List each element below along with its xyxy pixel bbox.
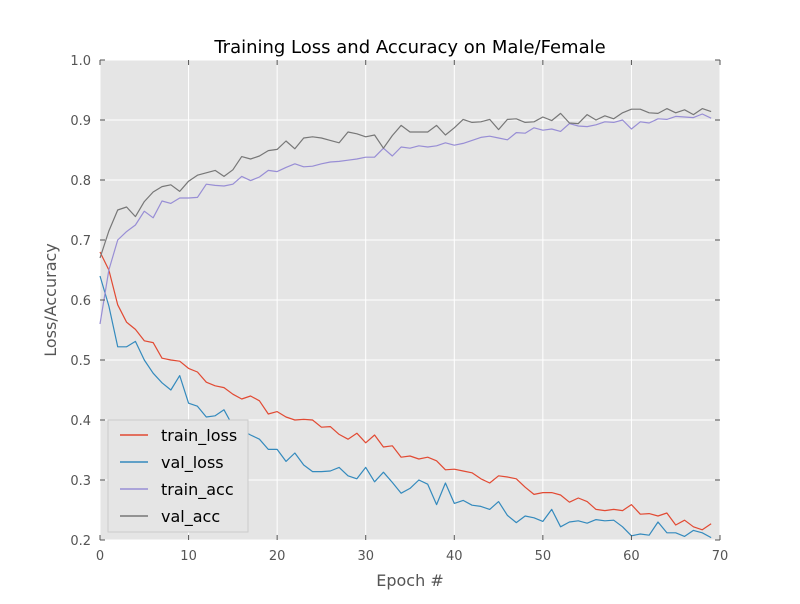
y-tick-label: 0.7 [70,234,91,249]
y-tick-label: 0.8 [70,174,91,189]
series-line-val-loss [99,275,712,539]
series-line-train-acc [99,113,712,325]
x-tick-label: 10 [180,549,197,564]
x-tick-label: 0 [96,549,104,564]
chart-title: Training Loss and Accuracy on Male/Femal… [213,37,605,58]
x-tick-label: 50 [535,549,552,564]
series-layer [99,107,712,539]
legend-label-train-acc: train_acc [161,480,234,500]
x-axis-label: Epoch # [376,571,443,590]
x-tick-label: 30 [357,549,374,564]
y-tick-label: 0.6 [70,294,91,309]
x-tick-label: 60 [623,549,640,564]
y-tick-label: 0.2 [70,534,91,549]
y-tick-label: 0.3 [70,474,91,489]
legend: train_loss val_loss train_acc val_acc [107,419,249,533]
tick-layer: 0.2 0.3 0.4 0.5 0.6 0.7 0.8 0.9 1.0 0 10 20 30 40 50 60… [70,54,728,564]
y-tick-label: 1.0 [70,54,91,69]
series-line-val-acc [99,107,712,259]
legend-label-val-loss: val_loss [161,453,224,473]
y-axis-label: Loss/Accuracy [41,243,60,357]
x-tick-label: 40 [446,549,463,564]
legend-label-val-acc: val_acc [161,507,220,527]
legend-label-train-loss: train_loss [161,426,237,446]
legend-box [107,419,249,533]
x-tick-label: 20 [269,549,286,564]
y-tick-label: 0.9 [70,114,91,129]
y-tick-label: 0.4 [70,414,91,429]
x-tick-label: 70 [712,549,729,564]
y-tick-label: 0.5 [70,354,91,369]
series-line-train-loss [99,251,712,531]
